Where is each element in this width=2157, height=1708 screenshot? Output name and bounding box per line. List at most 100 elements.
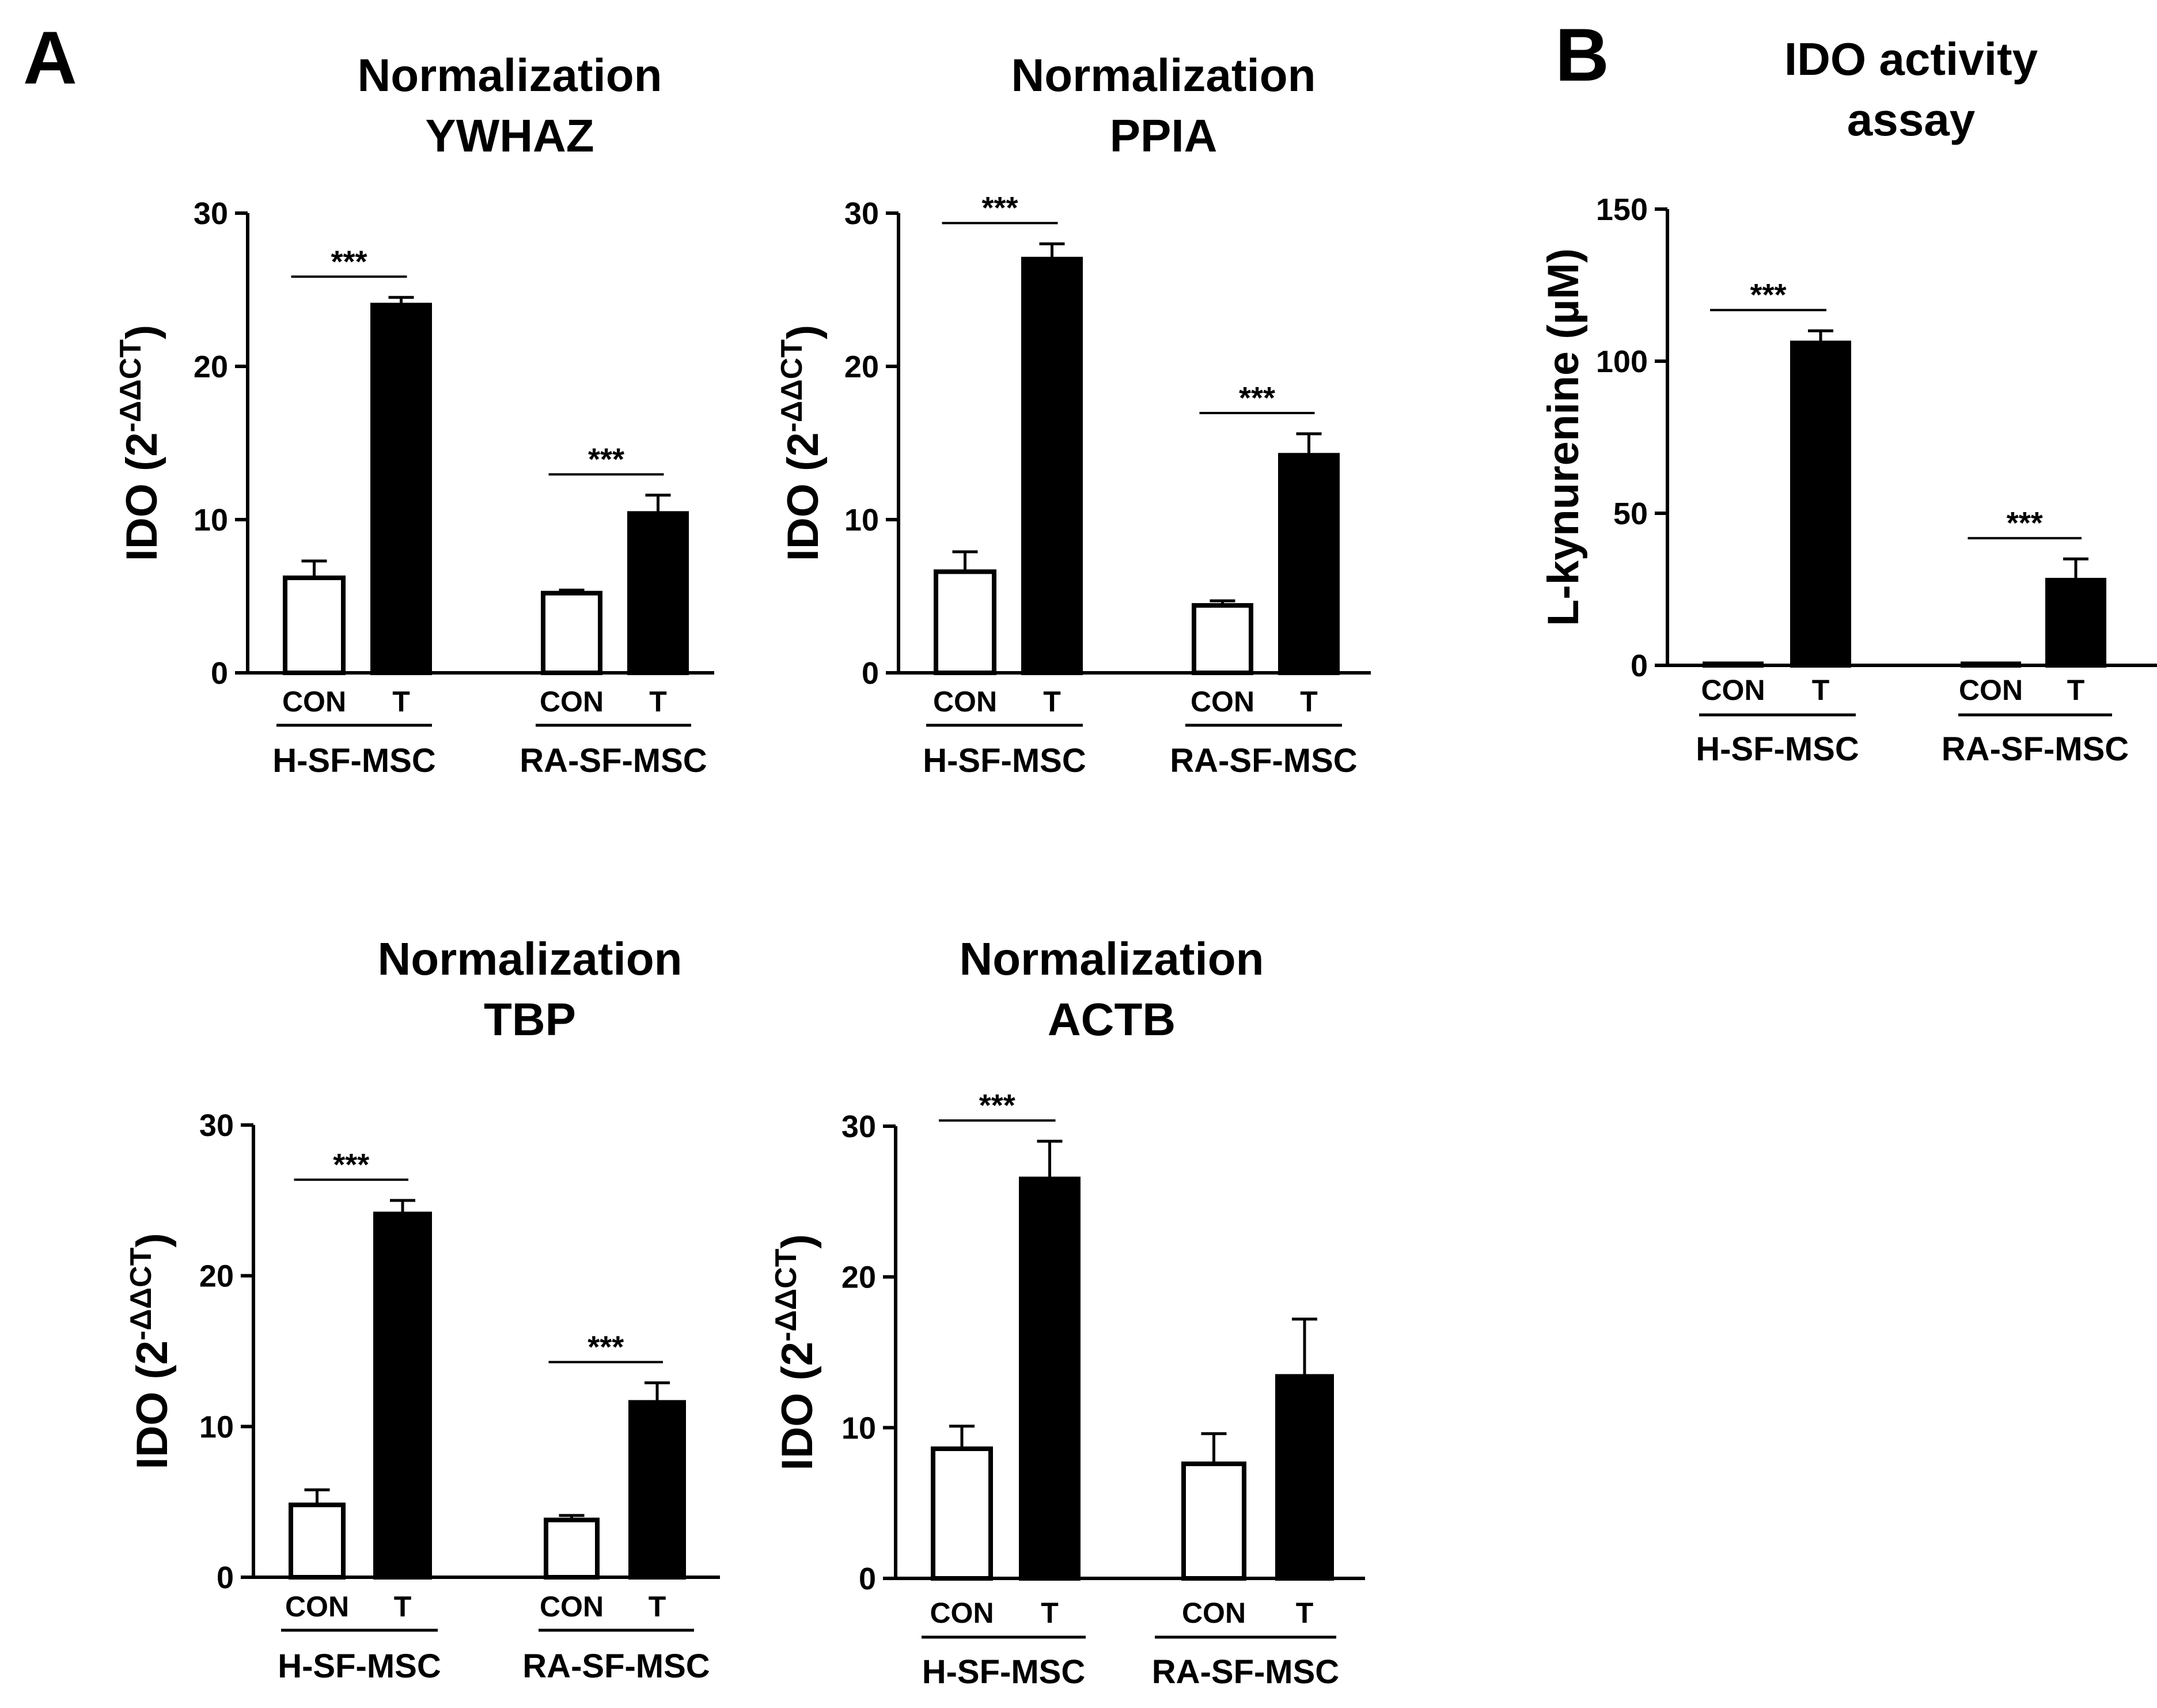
condition-label: T [649, 1590, 666, 1623]
bar-ra-sf-msc-con [1961, 661, 2021, 668]
bar-h-sf-msc-con [289, 1502, 346, 1580]
chart-ppia: Normalization PPIA IDO (2-ΔΔCT) 0 10 20 30 CON T… [775, 50, 1371, 779]
chart-title-line: YWHAZ [425, 110, 594, 161]
y-tick-label: 0 [859, 1562, 876, 1596]
chart-title-line: assay [1847, 94, 1976, 145]
bar-h-sf-msc-t [1019, 1176, 1081, 1581]
condition-label: T [392, 686, 410, 718]
y-tick-label: 30 [844, 196, 879, 231]
group-label: H-SF-MSC [278, 1648, 441, 1685]
group-label: RA-SF-MSC [1152, 1653, 1339, 1691]
y-tick-label: 10 [199, 1410, 234, 1444]
bar-h-sf-msc-t [1790, 340, 1851, 668]
significance-label: *** [979, 1088, 1015, 1123]
bar-h-sf-msc-t [370, 302, 432, 675]
condition-label: CON [933, 686, 997, 718]
group-label: H-SF-MSC [272, 742, 436, 779]
bar-h-sf-msc-t [1021, 256, 1083, 675]
group-label: H-SF-MSC [923, 742, 1086, 779]
bar-h-sf-msc-con [1703, 661, 1764, 668]
y-tick-label: 20 [841, 1260, 876, 1295]
group-label: H-SF-MSC [922, 1653, 1086, 1691]
condition-label: CON [1701, 674, 1765, 706]
bar-ra-sf-msc-con [1192, 603, 1253, 675]
significance-label: *** [2007, 506, 2043, 540]
chart-actb: Normalization ACTB IDO (2-ΔΔCT) 0 10 20 30 CON T… [769, 933, 1365, 1691]
y-tick-label: 100 [1596, 344, 1648, 379]
y-tick-label: 0 [217, 1561, 234, 1595]
bar-ra-sf-msc-t [2045, 578, 2106, 668]
panel-letter-a: A [23, 16, 77, 100]
panel-letter-b: B [1555, 13, 1609, 97]
chart-title-line: Normalization [960, 933, 1264, 984]
condition-label: T [1300, 686, 1318, 718]
significance-label: *** [1239, 381, 1275, 415]
bar-ra-sf-msc-con [1181, 1461, 1246, 1581]
y-tick-label: 20 [194, 350, 228, 384]
significance-label: *** [333, 1147, 369, 1182]
y-tick-label: 30 [194, 196, 228, 231]
condition-label: T [1041, 1597, 1059, 1629]
group-label: RA-SF-MSC [1170, 742, 1357, 779]
y-tick-label: 10 [194, 503, 228, 537]
group-label: RA-SF-MSC [1942, 730, 2129, 768]
significance-label: *** [331, 244, 367, 279]
charts-container: Normalization YWHAZ IDO (2-ΔΔCT) 0 10 20 30 CON… [114, 33, 2157, 1691]
chart-title-line: Normalization [378, 933, 683, 984]
condition-label: CON [540, 686, 604, 718]
y-tick-label: 50 [1613, 497, 1648, 531]
bar-ra-sf-msc-con [544, 1517, 600, 1580]
condition-label: CON [1191, 686, 1254, 718]
y-tick-label: 20 [844, 350, 879, 384]
condition-label: CON [1182, 1597, 1246, 1629]
significance-label: *** [1750, 278, 1786, 312]
chart-title-line: Normalization [1011, 50, 1316, 101]
y-tick-label: 0 [211, 656, 228, 691]
bar-ra-sf-msc-t [1275, 1374, 1334, 1581]
bar-h-sf-msc-con [934, 569, 996, 675]
group-label: RA-SF-MSC [520, 742, 707, 779]
bar-h-sf-msc-con [283, 575, 346, 676]
chart-title-line: Normalization [358, 50, 662, 101]
condition-label: T [649, 686, 667, 718]
significance-label: *** [588, 442, 624, 476]
y-axis-label: IDO (2-ΔΔCT) [769, 1234, 822, 1471]
y-tick-label: 30 [199, 1108, 234, 1143]
y-tick-label: 150 [1596, 192, 1648, 227]
y-axis-label: IDO (2-ΔΔCT) [124, 1233, 177, 1470]
condition-label: T [1296, 1597, 1314, 1629]
condition-label: T [1043, 686, 1061, 718]
bar-ra-sf-msc-t [1278, 453, 1340, 676]
condition-label: T [2067, 674, 2085, 706]
chart-ywhaz: Normalization YWHAZ IDO (2-ΔΔCT) 0 10 20 30 CON… [114, 50, 714, 779]
bar-h-sf-msc-con [931, 1446, 993, 1581]
group-label: RA-SF-MSC [522, 1648, 710, 1685]
group-label: H-SF-MSC [1696, 730, 1859, 768]
bar-ra-sf-msc-t [628, 1400, 686, 1580]
bar-ra-sf-msc-t [627, 511, 689, 675]
condition-label: CON [285, 1590, 349, 1623]
y-axis-label: IDO (2-ΔΔCT) [775, 325, 828, 562]
condition-label: CON [540, 1590, 604, 1623]
condition-label: CON [282, 686, 346, 718]
significance-label: *** [587, 1330, 624, 1364]
condition-label: CON [930, 1597, 994, 1629]
y-tick-label: 10 [844, 503, 879, 537]
y-tick-label: 30 [841, 1109, 876, 1144]
bar-ra-sf-msc-con [541, 590, 602, 676]
condition-label: T [1812, 674, 1830, 706]
chart-title-line: PPIA [1110, 110, 1218, 161]
y-axis-label: IDO (2-ΔΔCT) [114, 325, 166, 562]
chart-title-line: IDO activity [1784, 33, 2038, 85]
condition-label: CON [1959, 674, 2023, 706]
y-tick-label: 10 [841, 1411, 876, 1445]
condition-label: T [394, 1590, 412, 1623]
bar-h-sf-msc-t [373, 1211, 432, 1580]
chart-title-line: ACTB [1048, 994, 1176, 1045]
y-tick-label: 20 [199, 1259, 234, 1294]
significance-label: *** [981, 191, 1018, 225]
y-tick-label: 0 [862, 656, 879, 691]
chart-title-line: TBP [484, 994, 576, 1045]
